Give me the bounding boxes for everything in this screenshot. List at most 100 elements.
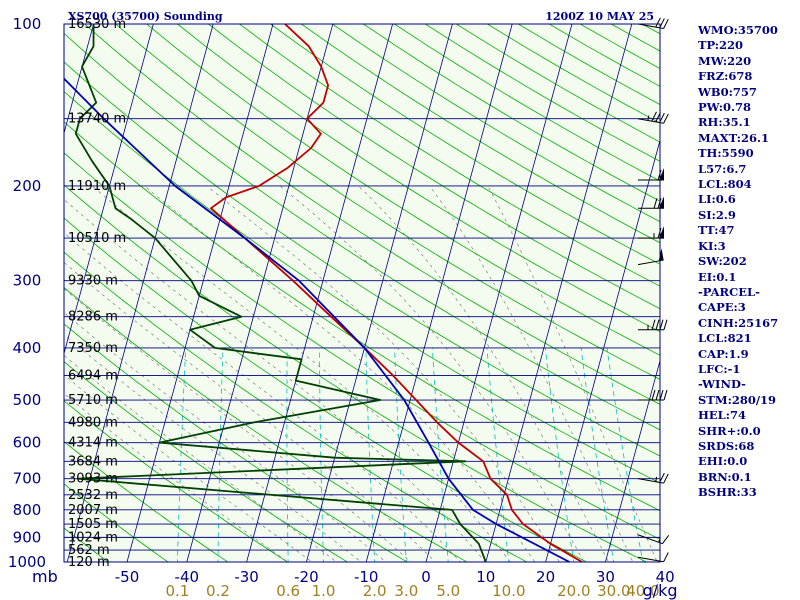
temperature-tick-label: 10 bbox=[476, 568, 495, 586]
index-item: LCL:821 bbox=[698, 331, 752, 346]
height-label: 13740 m bbox=[68, 112, 126, 127]
height-label: 4314 m bbox=[68, 436, 118, 451]
height-label: 3684 m bbox=[68, 454, 118, 469]
dry-adiabat bbox=[0, 0, 2, 573]
pressure-tick-label: 500 bbox=[13, 391, 42, 409]
index-item: SW:202 bbox=[698, 254, 747, 269]
moist-adiabat bbox=[64, 374, 313, 562]
index-item: SI:2.9 bbox=[698, 207, 736, 222]
dry-adiabat bbox=[64, 483, 169, 562]
height-label: 2007 m bbox=[68, 503, 118, 518]
valid-time: 1200Z 10 MAY 25 bbox=[545, 10, 654, 23]
pressure-tick-label: 300 bbox=[13, 272, 42, 290]
temperature-tick-label: -50 bbox=[115, 568, 140, 586]
wind-barb bbox=[637, 552, 669, 563]
wind-barb bbox=[638, 319, 668, 331]
height-label: 8286 m bbox=[68, 310, 118, 325]
index-item: EI:0.1 bbox=[698, 269, 737, 284]
height-label: 11910 m bbox=[68, 179, 126, 194]
moist-adiabat bbox=[64, 199, 486, 562]
isotherm bbox=[425, 24, 573, 562]
pressure-tick-label: 600 bbox=[13, 434, 42, 452]
isotherm bbox=[126, 24, 274, 562]
chart-title: XS700 (35700) Sounding bbox=[68, 10, 223, 23]
dry-adiabat bbox=[64, 527, 109, 562]
index-item: KI:3 bbox=[698, 238, 726, 253]
index-item: EHI:0.0 bbox=[698, 454, 748, 469]
isotherm bbox=[545, 138, 660, 562]
index-item: LCL:804 bbox=[698, 177, 752, 192]
index-item: STM:280/19 bbox=[698, 392, 777, 407]
moist-adiabat bbox=[144, 185, 536, 562]
plot-area bbox=[64, 24, 660, 562]
index-item: RH:35.1 bbox=[698, 115, 751, 130]
dry-adiabat bbox=[64, 361, 349, 562]
pressure-tick-label: 200 bbox=[13, 177, 42, 195]
moist-adiabat bbox=[358, 185, 609, 562]
index-item: BRN:0.1 bbox=[698, 469, 752, 484]
height-label: 562 m bbox=[68, 543, 110, 558]
mixing-ratio-tick-label: 10.0 bbox=[492, 582, 525, 600]
pressure-tick-label: 900 bbox=[13, 528, 42, 546]
index-item: TT:47 bbox=[698, 223, 735, 238]
plot-frame bbox=[63, 23, 661, 563]
index-item: HEL:74 bbox=[698, 408, 746, 423]
index-item: PW:0.78 bbox=[698, 100, 752, 115]
pressure-tick-label: 400 bbox=[13, 339, 42, 357]
temperature-profile bbox=[210, 24, 583, 562]
pressure-tick-label: 100 bbox=[13, 15, 42, 33]
height-label: 6494 m bbox=[68, 368, 118, 383]
index-item: BSHR:33 bbox=[698, 485, 757, 500]
temperature-tick-label: 40 bbox=[656, 568, 675, 586]
index-item: -PARCEL- bbox=[698, 284, 760, 299]
moist-adiabat bbox=[487, 185, 658, 562]
height-label: 120 m bbox=[68, 555, 110, 570]
index-item: MW:220 bbox=[698, 53, 752, 68]
temperature-tick-label: -40 bbox=[175, 568, 200, 586]
dry-adiabat bbox=[64, 400, 289, 562]
isotherm bbox=[64, 24, 95, 135]
sounding-indices-panel: WMO:35700 TP:220 MW:220 FRZ:678 WB0:757 PW:0.… bbox=[698, 23, 778, 501]
height-label: 1024 m bbox=[68, 530, 118, 545]
dry-adiabat bbox=[64, 323, 408, 562]
isotherm bbox=[662, 12, 698, 573]
height-label: 16530 m bbox=[68, 17, 126, 32]
moist-adiabat bbox=[279, 185, 585, 562]
mixing-ratio-tick-label: 20.0 bbox=[557, 582, 590, 600]
mixing-ratio-tick-label: 3.0 bbox=[394, 582, 418, 600]
index-item: TH:5590 bbox=[698, 146, 754, 161]
index-item: SRDS:68 bbox=[698, 438, 755, 453]
dry-adiabat bbox=[64, 286, 468, 562]
pressure-tick-label: 800 bbox=[13, 501, 42, 519]
wind-barbs bbox=[637, 17, 670, 563]
moist-adiabat bbox=[64, 232, 461, 562]
dry-adiabat bbox=[64, 441, 229, 562]
pressure-unit: mb bbox=[32, 567, 58, 586]
isotherm bbox=[186, 24, 334, 562]
index-item: L57:6.7 bbox=[698, 161, 747, 176]
index-item: LFC:-1 bbox=[698, 361, 741, 376]
mixing-ratio-line bbox=[544, 347, 575, 562]
mixing-ratio-tick-label: 2.0 bbox=[363, 582, 387, 600]
moist-adiabat bbox=[64, 354, 338, 562]
parcel-profile bbox=[64, 77, 570, 562]
temperature-tick-label: -10 bbox=[354, 568, 379, 586]
mixing-ratio-unit: g/kg bbox=[643, 581, 678, 600]
isotherm bbox=[604, 359, 660, 562]
mixing-ratio-tick-label: 1.0 bbox=[312, 582, 336, 600]
moist-adiabat bbox=[429, 185, 634, 562]
moist-adiabat bbox=[64, 312, 387, 562]
mixing-ratio-tick-label: 0.2 bbox=[206, 582, 230, 600]
index-item: CINH:25167 bbox=[698, 315, 779, 330]
moist-adiabats bbox=[64, 185, 658, 562]
temperature-tick-label: 0 bbox=[421, 568, 431, 586]
isotherm bbox=[365, 24, 513, 562]
mixing-ratio-tick-label: 0.6 bbox=[276, 582, 300, 600]
temperature-tick-label: -20 bbox=[294, 568, 319, 586]
index-item: -WIND- bbox=[698, 377, 746, 392]
pressure-tick-label: 1000 bbox=[8, 553, 46, 571]
index-item: TP:220 bbox=[698, 38, 744, 53]
dewpoint-profile bbox=[74, 24, 487, 562]
index-item: WMO:35700 bbox=[698, 23, 778, 37]
